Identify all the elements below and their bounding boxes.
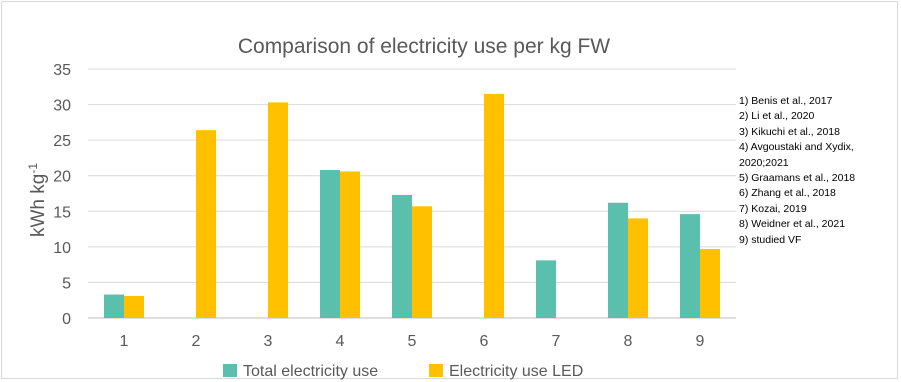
legend-label: Electricity use LED [449, 363, 583, 380]
y-axis-label: kWh kg-1 [26, 163, 49, 237]
bar-total-4 [320, 170, 340, 318]
bar-led-1 [124, 295, 144, 318]
reference-item: 9) studied VF [739, 233, 802, 246]
legend-swatch [223, 364, 237, 377]
x-tick-label: 3 [264, 333, 273, 350]
x-tick-label: 8 [624, 333, 633, 350]
legend-swatch [429, 364, 443, 377]
bar-led-9 [700, 248, 720, 318]
bar-led-3 [268, 102, 288, 319]
x-tick-label: 4 [336, 333, 345, 350]
x-tick-label: 5 [408, 333, 417, 350]
y-tick-label: 20 [53, 169, 71, 186]
y-tick-label: 15 [53, 204, 71, 221]
reference-item: 5) Graamans et al., 2018 [739, 172, 856, 185]
reference-list: 1) Benis et al., 2017 2) Li et al., 2020… [739, 94, 899, 248]
bar-led-6 [484, 93, 504, 319]
y-tick-label: 25 [53, 133, 71, 150]
reference-item: 2) Li et al., 2020 [739, 110, 815, 123]
bar-total-9 [680, 214, 700, 318]
x-tick-label: 9 [696, 333, 705, 350]
x-tick-label: 1 [120, 333, 129, 350]
reference-item: 6) Zhang et al., 2018 [739, 187, 836, 200]
reference-item: 8) Weidner et al., 2021 [739, 218, 846, 231]
bar-total-1 [104, 294, 124, 318]
legend-label: Total electricity use [243, 363, 378, 380]
bar-total-7 [536, 260, 556, 318]
reference-item: 7) Kozai, 2019 [739, 202, 807, 215]
bar-led-5 [412, 206, 432, 318]
x-tick-label: 7 [552, 333, 561, 350]
x-tick-label: 6 [480, 333, 489, 350]
chart-title: Comparison of electricity use per kg FW [238, 35, 610, 58]
legend: Total electricity use Electricity use LED [223, 363, 583, 380]
bar-led-8 [628, 218, 648, 318]
bar-led-4 [340, 171, 360, 318]
x-axis-ticks: 1 2 3 4 5 6 7 8 9 [120, 333, 705, 350]
y-tick-label: 30 [53, 98, 71, 115]
bar-led-2 [196, 130, 216, 318]
y-tick-label: 35 [53, 62, 71, 79]
y-axis-ticks: 0 5 10 15 20 25 30 35 [53, 62, 71, 328]
y-tick-label: 0 [62, 311, 71, 328]
bars [104, 93, 720, 319]
y-tick-label: 5 [62, 275, 71, 292]
y-tick-label: 10 [53, 240, 71, 257]
reference-item: 4) Avgoustaki and Xydix, 2020;2021 [739, 141, 854, 169]
x-tick-label: 2 [192, 333, 201, 350]
reference-item: 1) Benis et al., 2017 [739, 95, 833, 107]
bar-total-8 [608, 202, 628, 318]
reference-item: 3) Kikuchi et al., 2018 [739, 125, 840, 138]
bar-total-5 [392, 194, 412, 318]
